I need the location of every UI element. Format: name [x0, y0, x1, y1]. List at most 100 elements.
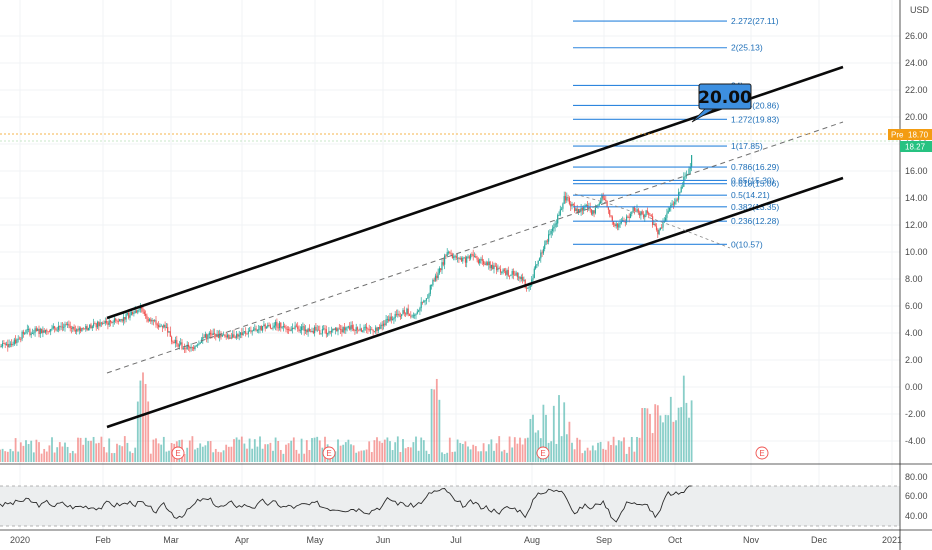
volume-bar — [290, 440, 293, 462]
rsi-tick-label: 40.00 — [905, 511, 928, 521]
candle-body — [655, 226, 658, 230]
candle-body — [26, 329, 28, 331]
candle-body — [51, 328, 53, 330]
candle-body — [389, 316, 391, 321]
volume-bar — [316, 436, 319, 462]
candle-body — [668, 207, 671, 211]
candle-body — [611, 216, 613, 222]
candle-body — [5, 344, 8, 345]
candle-body — [380, 324, 382, 329]
volume-bar — [121, 446, 124, 462]
candle-body — [57, 325, 60, 330]
candle-body — [232, 334, 234, 338]
volume-bar — [344, 442, 347, 462]
time-tick-label: Dec — [811, 535, 828, 545]
currency-label: USD — [910, 5, 930, 15]
candle-body — [104, 320, 106, 324]
candle-body — [442, 262, 444, 265]
volume-bar — [152, 439, 155, 462]
candle-body — [289, 330, 291, 331]
candle-body — [633, 206, 635, 211]
volume-bar — [1, 448, 4, 462]
candle-body — [429, 285, 431, 294]
candle-body — [260, 325, 262, 331]
candle-body — [193, 347, 195, 350]
candle-body — [262, 326, 264, 331]
candle-body — [453, 256, 455, 258]
volume-bar — [238, 439, 241, 462]
candle-body — [393, 318, 395, 320]
earnings-marker — [536, 446, 550, 460]
volume-bar — [378, 441, 381, 462]
volume-bar — [220, 452, 222, 462]
candle-body — [226, 334, 229, 338]
candle-body — [563, 196, 565, 204]
candle-body — [151, 320, 153, 322]
volume-bar — [428, 453, 430, 462]
volume-bar — [630, 436, 633, 462]
candle-body — [403, 310, 405, 314]
candle-body — [646, 210, 648, 213]
candle-body — [264, 324, 266, 329]
volume-bar — [339, 445, 342, 462]
candle-body — [208, 332, 210, 335]
candle-body — [590, 209, 593, 215]
candle-body — [385, 319, 387, 325]
candle-body — [303, 326, 305, 331]
candle-body — [447, 252, 450, 254]
candle-body — [173, 341, 175, 344]
candle-body — [568, 197, 570, 204]
candle-body — [202, 337, 204, 340]
candle-body — [381, 324, 383, 326]
candle-body — [545, 240, 547, 245]
candle-body — [276, 321, 278, 328]
candle-body — [463, 257, 465, 259]
candle-body — [412, 315, 414, 317]
volume-bar — [477, 451, 480, 462]
candle-body — [310, 331, 312, 333]
volume-bar — [136, 401, 139, 462]
volume-bar — [383, 439, 386, 462]
earnings-label: E — [540, 449, 545, 458]
volume-bar — [30, 440, 33, 462]
volume-bar — [277, 440, 280, 462]
price-tick-label: 22.00 — [905, 85, 928, 95]
candle-body — [77, 329, 79, 331]
candle-body — [221, 334, 223, 337]
candle-body — [564, 196, 567, 201]
volume-bar — [19, 442, 22, 462]
volume-bar — [485, 451, 488, 462]
candle-body — [320, 333, 322, 335]
candle-body — [308, 328, 310, 332]
candle-body — [13, 339, 15, 345]
candle-body — [277, 327, 279, 329]
volume-bar — [183, 453, 186, 462]
volume-bar — [209, 441, 212, 462]
candle-body — [238, 334, 240, 337]
candle-body — [433, 279, 435, 281]
volume-bar — [454, 451, 456, 462]
candle-body — [143, 311, 145, 315]
candle-body — [459, 258, 461, 259]
candle-body — [689, 167, 691, 169]
candle-body — [0, 346, 1, 348]
volume-bar — [12, 451, 14, 462]
volume-bar — [412, 442, 415, 462]
candle-body — [156, 324, 158, 326]
candle-body — [451, 254, 453, 258]
volume-bar — [682, 375, 685, 462]
volume-bar — [649, 413, 651, 462]
candle-body — [441, 262, 443, 271]
candle-body — [70, 328, 73, 329]
candle-body — [616, 223, 619, 228]
volume-bar — [144, 383, 147, 462]
candle-body — [228, 334, 230, 339]
earnings-label: E — [759, 449, 764, 458]
rsi-tick-label: 80.00 — [905, 472, 928, 482]
volume-bar — [469, 449, 472, 462]
volume-bar — [516, 443, 519, 462]
candle-body — [298, 328, 300, 331]
candle-body — [460, 258, 463, 262]
candle-body — [593, 210, 595, 214]
volume-bar — [643, 407, 646, 462]
